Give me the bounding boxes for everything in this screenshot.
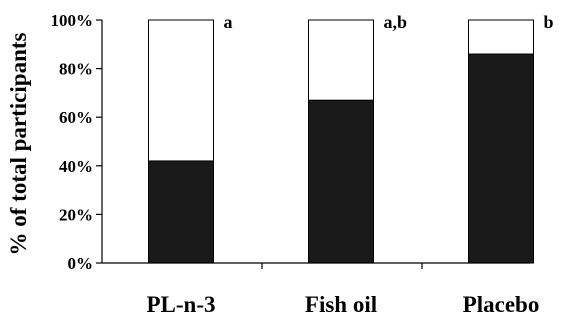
bar-open-segment xyxy=(308,19,374,101)
significance-label: a,b xyxy=(384,12,408,32)
y-axis-label: % of total participants xyxy=(6,32,31,255)
x-tick-label: PL-n-3 xyxy=(147,292,216,317)
bar-open-segment xyxy=(148,19,214,162)
y-tick-label: 20% xyxy=(59,205,93,224)
x-tick-label: Fish oil xyxy=(305,292,377,317)
bar-filled-segment xyxy=(468,53,534,264)
bar-filled-segment xyxy=(308,99,374,264)
plot-area: a PL-n-3 a,b Fish oil b Placebo 0% 20% 40% 60% 80%… xyxy=(51,11,554,317)
x-tick-label: Placebo xyxy=(463,292,540,317)
y-tick-label: 80% xyxy=(59,60,93,79)
y-tick-label: 40% xyxy=(59,157,93,176)
significance-label: a xyxy=(224,12,233,32)
bar-open-segment xyxy=(468,19,534,55)
y-tick-label: 60% xyxy=(59,108,93,127)
y-tick-label: 100% xyxy=(51,11,94,30)
significance-label: b xyxy=(544,12,554,32)
y-tick-label: 0% xyxy=(68,254,94,273)
bar-filled-segment xyxy=(148,160,214,264)
